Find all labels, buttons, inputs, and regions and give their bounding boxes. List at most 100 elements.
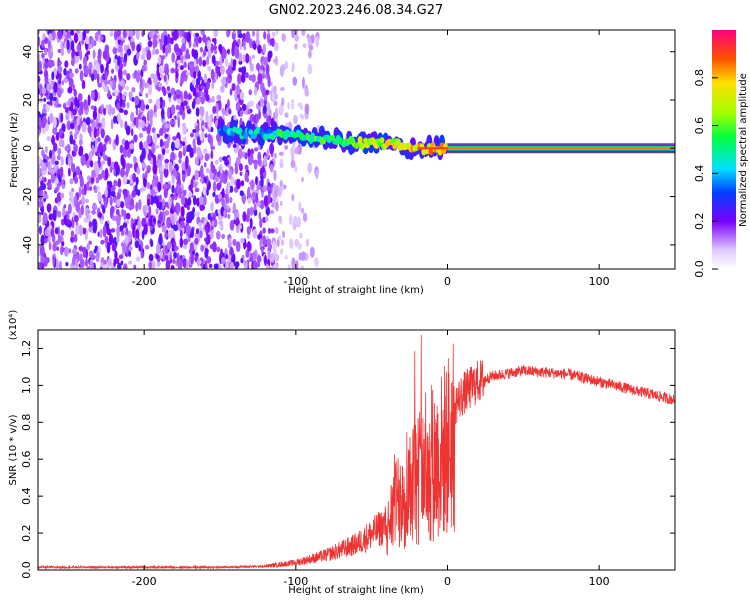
spectrogram-cell (235, 83, 240, 95)
spectrogram-cell (204, 247, 209, 259)
spectrogram-cell (122, 95, 126, 101)
spectrogram-cell (78, 200, 82, 205)
spectrogram-cell (70, 40, 75, 52)
spectrogram-cell (45, 104, 50, 112)
spectrogram-cell (173, 43, 179, 54)
spectrogram-cell (170, 67, 175, 74)
spectrogram-cell (161, 66, 165, 73)
spectrogram-cell (51, 134, 55, 146)
spectrogram-cell (79, 176, 84, 188)
spectrogram-cell (133, 156, 137, 163)
spectrogram-cell (159, 174, 163, 183)
spectrogram-cell (79, 69, 84, 82)
spectrogram-xlabel: Height of straight line (km) (288, 285, 424, 296)
spectrogram-cell (43, 176, 47, 183)
spectrogram-cell (189, 66, 195, 78)
spectrogram-cell (57, 65, 63, 74)
signal-cell (428, 148, 434, 156)
spectrogram-cell (309, 246, 315, 258)
spectrogram-cell (200, 30, 205, 35)
spectrogram-cell (275, 201, 279, 212)
spectrogram-cell (38, 190, 43, 201)
spectrogram-cell (226, 49, 230, 54)
spectrogram-cell (195, 107, 200, 117)
spectrogram-cell (117, 55, 121, 66)
spectrogram-cell (115, 134, 119, 146)
x-tick-label: -200 (132, 275, 157, 288)
spectrogram-cell (153, 132, 158, 144)
spectrogram-cell (119, 201, 125, 209)
spectrogram-cell (38, 199, 44, 209)
spectrogram-cell (274, 42, 279, 52)
spectrogram-cell (169, 119, 175, 126)
spectrogram-cell (232, 238, 237, 247)
spectrogram-cell (167, 92, 172, 99)
spectrogram-cell (38, 156, 42, 165)
spectrogram-cell (181, 141, 186, 147)
spectrogram-cell (193, 97, 196, 107)
spectrogram-cell (38, 116, 42, 127)
spectrogram-cell (136, 52, 140, 61)
y-tick-label: 0 (21, 145, 34, 152)
spectrogram-cell (229, 196, 233, 204)
spectrogram-cell (248, 89, 253, 96)
spectrogram-cell (87, 125, 92, 134)
spectrogram-cell (110, 190, 116, 197)
spectrogram-cell (102, 107, 107, 116)
colorbar-tick-label: 0.4 (693, 165, 706, 183)
spectrogram-cell (120, 154, 124, 166)
spectrogram-cell (215, 230, 221, 240)
spectrogram-cell (221, 187, 225, 199)
spectrogram-cell (259, 167, 263, 177)
spectrogram-cell (162, 198, 165, 207)
spectrogram-cell (78, 174, 82, 180)
spectrogram-cell (182, 173, 186, 183)
spectrogram-cell (206, 188, 209, 196)
spectrogram-cell (216, 94, 222, 101)
spectrogram-cell (164, 158, 170, 164)
spectrogram-cell (297, 102, 302, 107)
spectrogram-cell (185, 224, 191, 237)
spectrogram-cell (79, 49, 83, 61)
spectrogram-cell (86, 50, 90, 56)
spectrogram-cell (126, 101, 130, 109)
spectrogram-cell (253, 208, 258, 217)
spectrogram-cell (203, 162, 207, 168)
spectrogram-cell (45, 194, 49, 199)
spectrogram-cell (206, 56, 210, 66)
spectrogram-cell (263, 195, 269, 207)
spectrogram-cell (215, 102, 219, 115)
spectrogram-cell (159, 128, 164, 136)
spectrogram-cell (52, 96, 57, 102)
spectrogram-cell (134, 95, 140, 106)
spectrogram-cell (67, 203, 72, 214)
spectrogram-cell (135, 176, 139, 186)
spectrogram-cell (70, 236, 75, 243)
spectrogram-cell (55, 131, 60, 141)
spectrogram-cell (164, 201, 169, 208)
spectrogram-cell (259, 238, 263, 248)
spectrogram-cell (302, 76, 305, 89)
spectrogram-cell (231, 83, 236, 92)
spectrogram-cell (240, 72, 246, 84)
spectrogram-cell (44, 69, 48, 79)
spectrogram-cell (205, 93, 210, 102)
spectrogram-cell (175, 137, 180, 149)
spectrogram-cell (179, 237, 184, 248)
spectrogram-cell (264, 216, 269, 222)
spectrogram-cell (149, 225, 153, 231)
spectrogram-cell (295, 30, 299, 36)
spectrogram-cell (97, 110, 101, 123)
spectrogram-cell (294, 34, 300, 42)
spectrogram-cell (141, 64, 147, 72)
spectrogram-cell (238, 33, 243, 39)
spectrogram-cell (102, 264, 107, 269)
spectrogram-cell (113, 258, 117, 268)
spectrogram-cell (78, 186, 82, 198)
spectrogram-cell (199, 46, 203, 53)
spectrogram-cell (139, 141, 143, 151)
spectrogram-cell (111, 184, 116, 192)
spectrogram-cell (52, 254, 56, 267)
spectrogram-cell (152, 154, 157, 166)
spectrogram-cell (97, 191, 102, 203)
